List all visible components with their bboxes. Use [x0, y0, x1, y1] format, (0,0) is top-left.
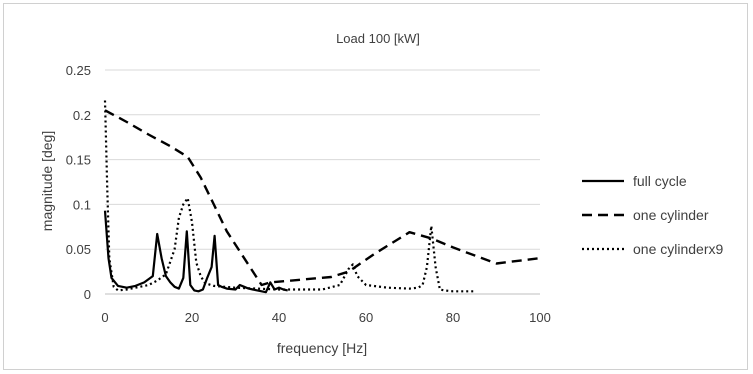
- x-tick-label: 80: [446, 310, 460, 325]
- x-tick-label: 100: [529, 310, 551, 325]
- legend: full cycle one cylinder one cylinderx9: [582, 173, 723, 257]
- legend-label: full cycle: [633, 173, 687, 189]
- axis-ticks: 0 0.05 0.1 0.15 0.2 0.25 0 20 40 60 80 100: [66, 63, 551, 325]
- y-tick-label: 0.2: [73, 108, 91, 123]
- x-tick-label: 20: [185, 310, 199, 325]
- x-tick-label: 40: [272, 310, 286, 325]
- x-tick-label: 0: [101, 310, 108, 325]
- chart-title: Load 100 [kW]: [336, 31, 420, 46]
- grid-lines: [105, 69, 540, 295]
- y-tick-label: 0.05: [66, 242, 91, 257]
- series-lines: [103, 100, 541, 294]
- x-tick-label: 60: [359, 310, 373, 325]
- y-axis-label: magnitude [deg]: [39, 131, 55, 231]
- y-tick-label: 0.25: [66, 63, 91, 78]
- series-line-one-cylinderx9: [103, 100, 475, 293]
- chart-frame: [3, 3, 748, 370]
- legend-label: one cylinderx9: [633, 241, 723, 257]
- legend-label: one cylinder: [633, 207, 709, 223]
- y-tick-label: 0.1: [73, 197, 91, 212]
- series-line-full-cycle: [103, 210, 288, 294]
- y-tick-label: 0: [84, 287, 91, 302]
- x-axis-label: frequency [Hz]: [277, 340, 367, 356]
- y-tick-label: 0.15: [66, 153, 91, 168]
- series-line-one-cylinder: [104, 109, 541, 287]
